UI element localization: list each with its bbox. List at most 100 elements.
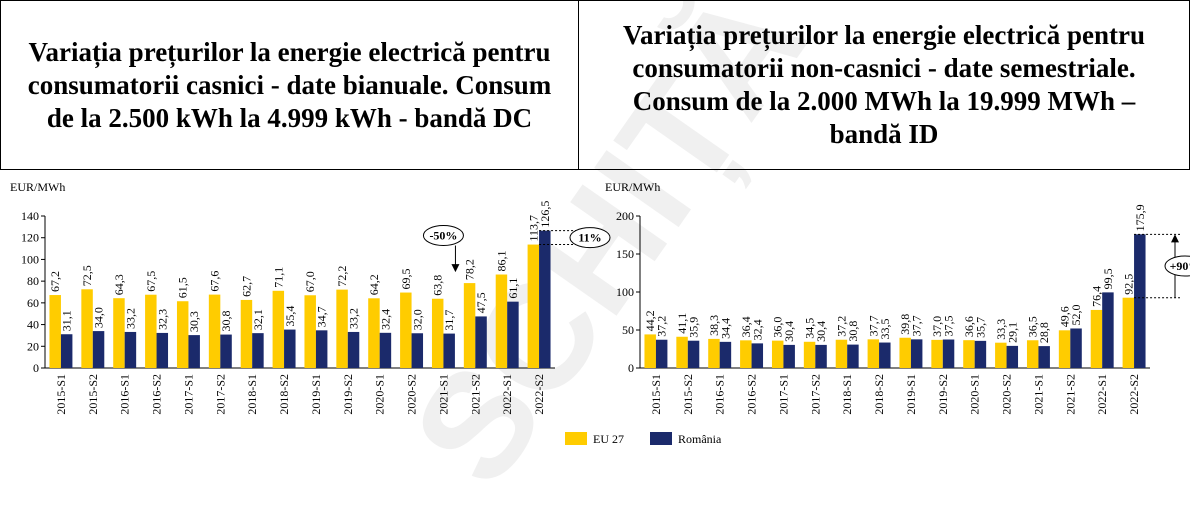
bar [379, 332, 392, 368]
bar [145, 294, 157, 368]
annotation: +90% [1170, 259, 1190, 273]
bar [644, 334, 656, 368]
x-tick-label: 2019-S2 [936, 374, 950, 415]
value-label: 37,7 [866, 315, 880, 336]
annotation: 11% [578, 231, 601, 245]
value-label: 49,6 [1058, 306, 1072, 327]
value-label: 32,0 [410, 309, 424, 330]
bar [220, 334, 232, 368]
value-label: 34,5 [803, 318, 817, 339]
bar [443, 333, 455, 368]
value-label: 33,3 [994, 319, 1008, 340]
x-tick-label: 2022-S2 [532, 374, 546, 415]
x-tick-label: 2022-S1 [1095, 374, 1109, 415]
value-label: 61,1 [506, 278, 520, 299]
value-label: 37,7 [910, 315, 924, 336]
bar [879, 342, 891, 368]
x-tick-label: 2022-S1 [500, 374, 514, 415]
bar [687, 340, 700, 368]
y-tick-label: 140 [21, 209, 39, 223]
value-label: 76,4 [1089, 286, 1103, 307]
bar [771, 340, 784, 368]
legend-swatch [565, 432, 587, 445]
bar [655, 339, 668, 368]
bar [400, 292, 412, 368]
chart-title: Variația prețurilor la energie electrică… [622, 20, 1146, 149]
value-label: 38,3 [707, 315, 721, 336]
value-label: 71,1 [271, 267, 285, 288]
y-axis-label: EUR/MWh [605, 180, 660, 194]
bar [336, 289, 348, 368]
bar [113, 298, 125, 368]
bar [188, 335, 200, 368]
value-label: 37,2 [655, 316, 669, 337]
x-tick-label: 2021-S1 [1031, 374, 1045, 415]
bar [208, 294, 221, 368]
bar [1102, 292, 1114, 368]
bar [708, 338, 720, 368]
value-label: 35,9 [687, 317, 701, 338]
bar [835, 339, 848, 368]
y-tick-label: 40 [27, 318, 39, 332]
value-label: 72,2 [335, 266, 349, 287]
value-label: 34,0 [92, 307, 106, 328]
charts: EUR/MWh 0 20 40 60 80 100 120 140 2015-S1 67,2 31,1… [10, 180, 1190, 446]
value-label: 28,8 [1037, 322, 1051, 343]
bar [304, 295, 316, 368]
value-label: 63,8 [431, 275, 445, 296]
bar [49, 295, 61, 368]
x-tick-label: 2021-S1 [436, 374, 450, 415]
bar [803, 341, 816, 368]
value-label: 64,3 [112, 274, 126, 295]
bar [740, 340, 752, 368]
x-tick-label: 2016-S1 [713, 374, 727, 415]
value-label: 67,5 [144, 271, 158, 292]
bar [1006, 345, 1019, 368]
value-label: 52,0 [1069, 304, 1083, 325]
x-tick-label: 2019-S2 [341, 374, 355, 415]
x-tick-label: 2020-S1 [968, 374, 982, 415]
x-tick-label: 2020-S2 [405, 374, 419, 415]
bar [272, 290, 285, 368]
bar [1070, 328, 1082, 368]
bar [847, 344, 859, 368]
y-tick-label: 0 [33, 361, 39, 375]
value-label: 32,4 [750, 319, 764, 340]
value-label: 35,7 [973, 317, 987, 338]
legend-label: România [678, 432, 722, 446]
bar [81, 289, 93, 368]
bar [751, 343, 764, 368]
x-tick-label: 2015-S2 [681, 374, 695, 415]
value-label: 64,2 [367, 274, 381, 295]
bar [411, 333, 424, 368]
bar [867, 339, 880, 368]
bar [1090, 309, 1103, 368]
value-label: 32,4 [378, 309, 392, 330]
value-label: 113,7 [526, 215, 540, 242]
value-label: 32,3 [155, 309, 169, 330]
value-label: 62,7 [239, 276, 253, 297]
bar [156, 332, 169, 368]
bar [783, 344, 795, 368]
value-label: 37,5 [942, 316, 956, 337]
header-table: Variația prețurilor la energie electrică… [0, 0, 1190, 170]
value-label: 37,2 [834, 316, 848, 337]
x-tick-label: 2021-S2 [1063, 374, 1077, 415]
x-tick-label: 2019-S1 [904, 374, 918, 415]
x-tick-label: 2016-S2 [150, 374, 164, 415]
bar [284, 329, 296, 368]
x-tick-label: 2022-S2 [1127, 374, 1141, 415]
value-label: 30,4 [814, 321, 828, 342]
x-tick-label: 2017-S1 [776, 374, 790, 415]
x-tick-label: 2017-S1 [181, 374, 195, 415]
value-label: 34,7 [315, 306, 329, 327]
legend-label: EU 27 [593, 432, 624, 446]
value-label: 34,4 [718, 318, 732, 339]
value-label: 37,0 [930, 316, 944, 337]
y-axis-label: EUR/MWh [10, 180, 65, 194]
annotation-ellipse [422, 225, 464, 247]
bar [527, 244, 540, 368]
value-label: 67,0 [303, 271, 317, 292]
bar [974, 340, 987, 368]
annotation-ellipse [1164, 255, 1190, 277]
